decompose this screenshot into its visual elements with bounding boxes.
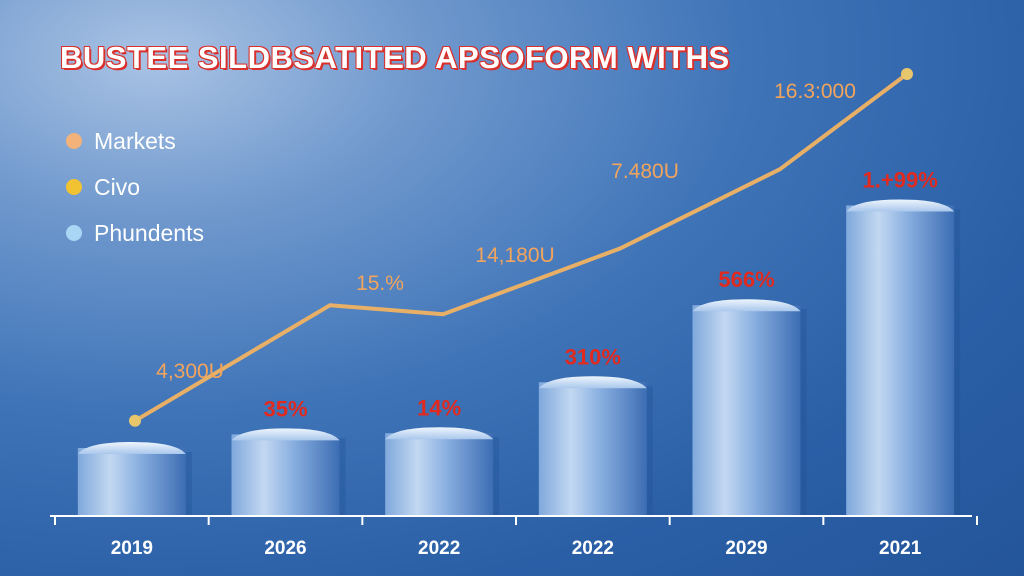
line-value-label: 15.% xyxy=(356,272,404,295)
bar-value-label: 310% xyxy=(565,344,621,369)
bar-cap xyxy=(538,376,647,389)
bar-value-label: 566% xyxy=(718,267,774,292)
legend: Markets Civo Phundents xyxy=(66,118,204,256)
x-tick-label: 2022 xyxy=(572,538,614,559)
bar-group xyxy=(538,376,653,516)
line-value-label: 14,180U xyxy=(475,244,554,267)
bar-value-label: 1.+99% xyxy=(863,167,938,192)
line-start-point xyxy=(129,414,141,427)
line-value-label: 4,300U xyxy=(156,360,224,383)
x-tick-label: 2019 xyxy=(111,538,153,559)
legend-item-phundents: Phundents xyxy=(66,210,204,256)
legend-item-civo: Civo xyxy=(66,164,204,210)
bar-value-label: 35% xyxy=(263,396,307,421)
x-tick-label: 2021 xyxy=(879,538,922,559)
bar-group xyxy=(846,199,961,516)
bar-cap xyxy=(77,442,186,454)
bar-group xyxy=(385,427,500,516)
line-value-label: 16.3:000 xyxy=(774,80,856,103)
bar-cap xyxy=(231,428,340,441)
line-value-label: 7.480U xyxy=(611,160,679,183)
line-series xyxy=(133,72,909,423)
legend-label-civo: Civo xyxy=(94,173,141,200)
legend-item-markets: Markets xyxy=(66,118,204,164)
bar-value-label: 14% xyxy=(417,395,461,420)
bar-cap xyxy=(846,199,955,212)
bar-group xyxy=(77,442,192,516)
bar-cap xyxy=(692,299,801,312)
x-tick-label: 2026 xyxy=(264,538,306,559)
line-end-point xyxy=(901,68,913,80)
bar xyxy=(231,434,340,516)
legend-label-markets: Markets xyxy=(94,127,176,154)
bar-group xyxy=(231,428,346,516)
bar xyxy=(846,205,955,516)
x-tick-label: 2022 xyxy=(418,538,460,559)
bar xyxy=(692,305,801,516)
legend-swatch-markets xyxy=(66,133,82,149)
bar xyxy=(77,448,186,516)
chart-title: BUSTEE SILDBSATITED APSOFORM WITHS xyxy=(60,40,730,75)
x-tick-label: 2029 xyxy=(725,538,767,559)
bar-cap xyxy=(385,427,494,440)
bar-group xyxy=(692,299,807,516)
bar xyxy=(385,433,494,516)
bar xyxy=(538,382,647,516)
legend-swatch-phundents xyxy=(66,225,82,241)
legend-swatch-civo xyxy=(66,179,82,195)
legend-label-phundents: Phundents xyxy=(94,219,204,246)
